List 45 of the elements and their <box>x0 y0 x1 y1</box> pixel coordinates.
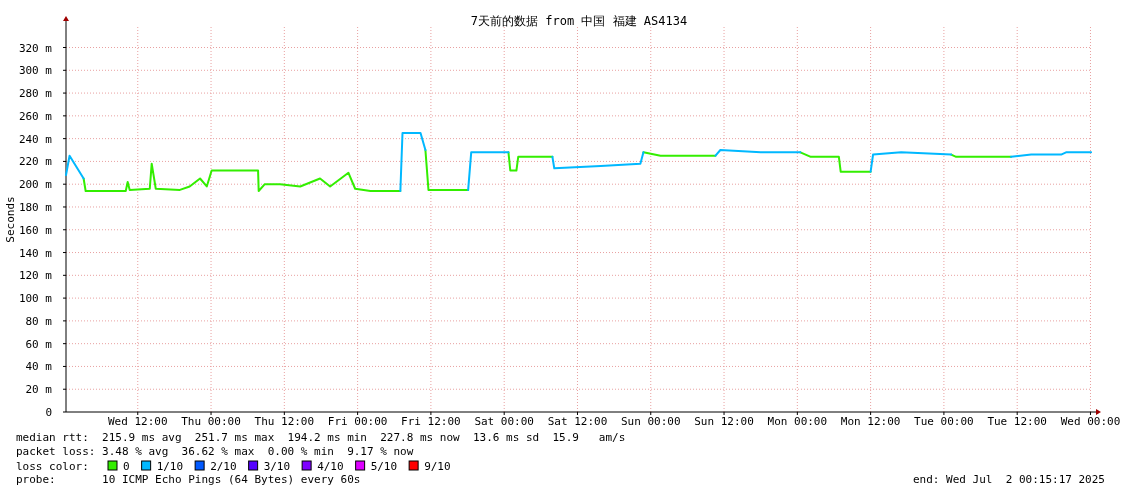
y-tick-label: 100 m <box>18 292 53 306</box>
y-tick-label: 280 m <box>18 87 53 101</box>
legend-label: 1/10 <box>156 460 184 473</box>
text: probe: 10 ICMP Echo Pings (64 Bytes) every 60s <box>16 473 361 486</box>
y-tick-label: 200 m <box>18 178 53 192</box>
y-tick-label: 140 m <box>18 246 53 260</box>
x-tick-label: Tue 00:00 <box>914 415 974 428</box>
y-axis-title: Seconds <box>4 196 17 243</box>
x-tick-label: Wed 00:00 <box>1060 415 1121 428</box>
x-tick-label: Wed 12:00 <box>107 415 168 428</box>
x-tick-label: Sat 00:00 <box>474 415 534 428</box>
y-tick-label: 160 m <box>18 223 53 237</box>
y-tick-label: 240 m <box>18 132 53 146</box>
y-tick-label: 120 m <box>18 269 53 283</box>
x-tick-label: Sun 12:00 <box>694 415 754 428</box>
legend-label: 3/10 <box>263 460 291 473</box>
y-tick-label: 0 <box>45 406 52 419</box>
y-tick-label: 80 m <box>25 314 53 328</box>
legend-title: loss color: <box>16 460 89 473</box>
y-tick-label: 260 m <box>18 109 53 123</box>
x-tick-label: Tue 12:00 <box>987 415 1047 428</box>
y-tick-label: 40 m <box>25 360 53 374</box>
legend-label: 2/10 <box>210 460 237 473</box>
x-tick-label: Sat 12:00 <box>547 415 608 428</box>
text: end: Wed Jul 2 00:15:17 2025 <box>912 473 1105 486</box>
text: median rtt: 215.9 ms avg 251.7 ms max 194.2 ms min 227.8 ms now 13.6 ms sd 15.9 am/s <box>16 431 626 444</box>
y-tick-label: 180 m <box>18 200 53 214</box>
y-tick-label: 60 m <box>25 337 53 351</box>
y-tick-label: 320 m <box>18 41 53 55</box>
chart-title: 7天前的数据 from 中国 福建 AS4134 <box>470 14 688 28</box>
x-tick-label: Fri 12:00 <box>401 415 461 428</box>
text: packet loss: 3.48 % avg 36.62 % max 0.00 % min 9.17 % now <box>16 445 414 458</box>
legend-label: 9/10 <box>424 460 451 473</box>
y-tick-label: 220 m <box>18 155 53 169</box>
x-tick-label: Thu 00:00 <box>181 415 241 428</box>
legend-label: 0 <box>123 460 130 473</box>
y-tick-label: 300 m <box>18 64 53 78</box>
x-tick-label: Mon 12:00 <box>840 415 901 428</box>
legend-label: 4/10 <box>317 460 344 473</box>
x-tick-label: Mon 00:00 <box>767 415 828 428</box>
x-tick-label: Fri 00:00 <box>327 415 388 428</box>
legend-label: 5/10 <box>370 460 398 473</box>
x-tick-label: Thu 12:00 <box>254 415 315 428</box>
x-tick-label: Sun 00:00 <box>620 415 681 428</box>
y-tick-label: 20 m <box>25 383 53 397</box>
